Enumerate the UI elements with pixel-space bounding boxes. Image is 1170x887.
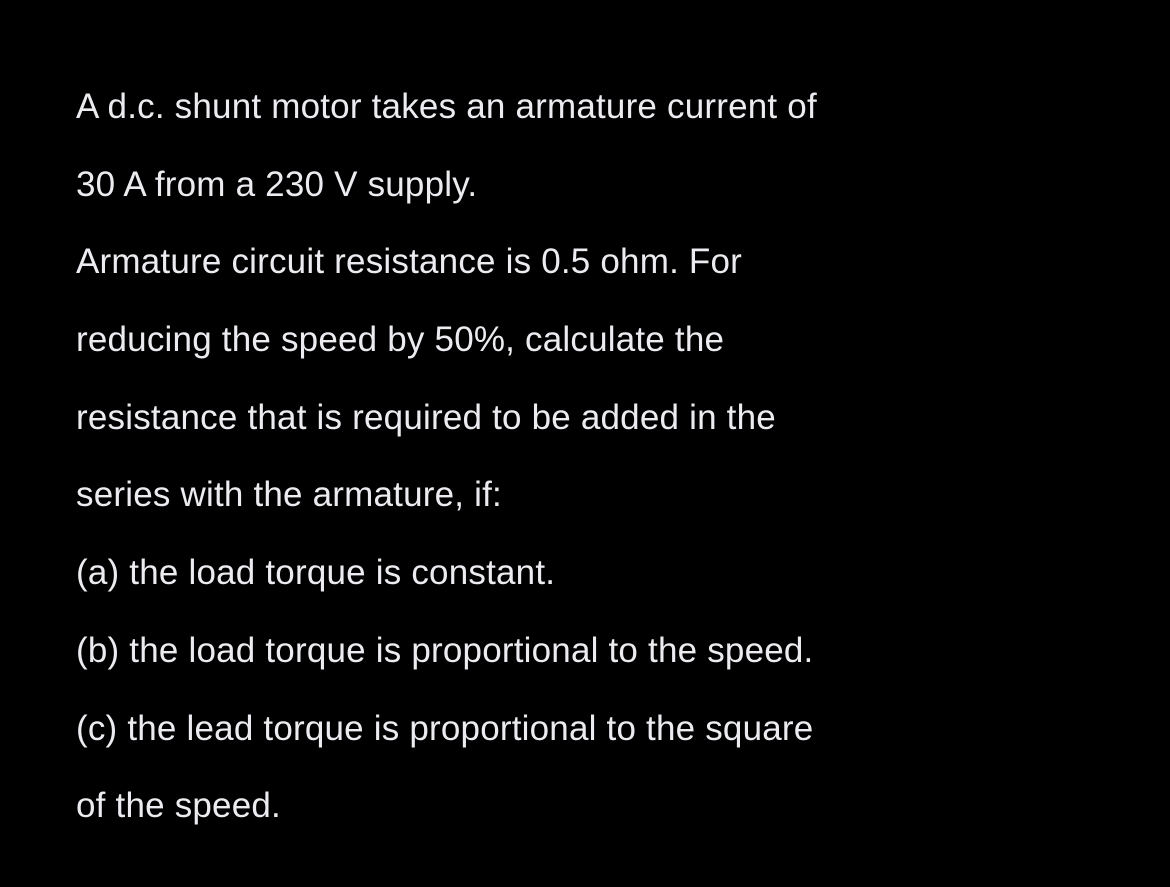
problem-line: (b) the load torque is proportional to t… [76, 612, 1098, 690]
problem-line: Armature circuit resistance is 0.5 ohm. … [76, 223, 1098, 301]
problem-line: reducing the speed by 50%, calculate the [76, 301, 1098, 379]
problem-line: A d.c. shunt motor takes an armature cur… [76, 68, 1098, 146]
problem-line: series with the armature, if: [76, 456, 1098, 534]
problem-line: (a) the load torque is constant. [76, 534, 1098, 612]
problem-line: of the speed. [76, 767, 1098, 845]
problem-text-block: A d.c. shunt motor takes an armature cur… [0, 0, 1170, 845]
problem-line: resistance that is required to be added … [76, 379, 1098, 457]
problem-line: (c) the lead torque is proportional to t… [76, 690, 1098, 768]
problem-line: 30 A from a 230 V supply. [76, 146, 1098, 224]
